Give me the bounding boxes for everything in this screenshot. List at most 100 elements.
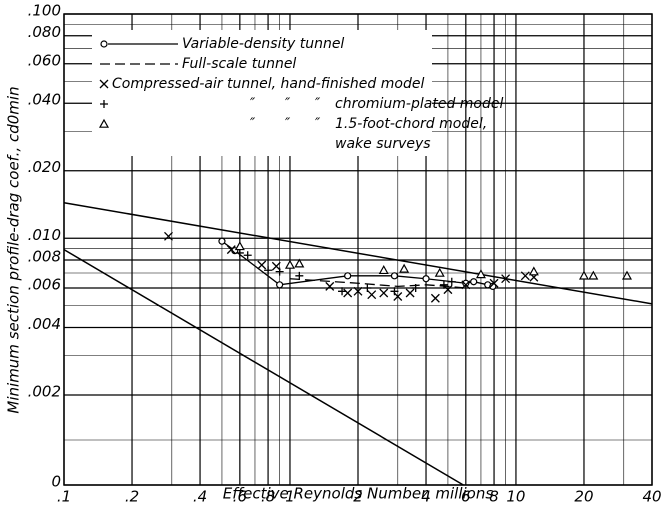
x-tick-label: .8 — [261, 488, 275, 506]
point — [363, 284, 372, 293]
point — [226, 245, 236, 255]
point — [284, 259, 295, 269]
legend-item: Compressed-air tunnel, hand-finished mod… — [112, 76, 424, 92]
point — [235, 248, 244, 257]
y-tick-label: 0 — [51, 473, 61, 491]
y-tick-label: .040 — [28, 91, 61, 109]
x-tick-label: .4 — [193, 488, 207, 506]
y-tick-label: .004 — [28, 315, 61, 333]
x-tick-label: 8 — [489, 488, 499, 506]
point — [430, 293, 440, 303]
point — [338, 287, 347, 296]
x-tick-label: 4 — [421, 488, 431, 506]
point — [489, 282, 497, 290]
reference-line — [63, 248, 464, 486]
legend-label: wake surveys — [335, 136, 431, 152]
plot-frame — [63, 13, 653, 486]
point — [294, 258, 305, 268]
point — [367, 290, 377, 300]
legend-item: ″ ″ ″ 1.5-foot-chord model, — [250, 116, 487, 132]
x-tick-label: 6 — [461, 488, 471, 506]
y-tick-label: .002 — [28, 383, 61, 401]
legend-ditto: ″ — [285, 96, 291, 112]
point — [443, 285, 453, 295]
legend-label: Full-scale tunnel — [182, 56, 296, 72]
point — [257, 260, 267, 270]
x-tick-label: 1 — [285, 488, 295, 506]
point — [378, 265, 389, 275]
point — [98, 118, 110, 128]
point — [475, 269, 486, 279]
legend-ditto: ″ — [250, 116, 256, 132]
point — [578, 270, 589, 280]
x-tick-label: 2 — [353, 488, 363, 506]
point — [271, 261, 281, 271]
y-tick-label: .080 — [28, 23, 61, 41]
legend-ditto: ″ — [315, 116, 321, 132]
point — [275, 267, 284, 276]
point — [393, 292, 403, 301]
y-tick-label: .100 — [28, 2, 61, 20]
point — [422, 275, 430, 283]
point — [461, 280, 471, 290]
legend-label: Variable-density tunnel — [182, 36, 344, 52]
legend-label: chromium-plated model — [335, 96, 503, 112]
point — [218, 237, 226, 245]
point — [234, 241, 245, 251]
point — [470, 278, 478, 286]
point — [100, 100, 108, 108]
legend-label: 1.5-foot-chord model, — [335, 116, 487, 132]
point — [390, 287, 399, 296]
y-tick-label: .008 — [28, 247, 61, 265]
x-tick-label: .2 — [125, 488, 139, 506]
point — [501, 274, 511, 284]
x-tick-label: .6 — [233, 488, 247, 506]
x-tick-label: 40 — [642, 488, 661, 506]
point — [390, 272, 399, 280]
legend-item: Variable-density tunnel — [108, 36, 344, 52]
point — [243, 251, 252, 260]
y-tick-label: .060 — [28, 51, 61, 69]
point — [99, 79, 109, 89]
point — [379, 288, 389, 298]
point — [434, 267, 445, 277]
point — [343, 288, 353, 298]
point — [164, 231, 173, 241]
point — [100, 40, 108, 48]
point — [462, 279, 470, 287]
legend-item: ″ ″ ″ chromium-plated model — [250, 96, 503, 112]
x-axis-label: Effective Reynolds Number, millions — [223, 485, 494, 503]
point — [399, 263, 410, 273]
legend-label: Compressed-air tunnel, hand-finished mod… — [112, 76, 424, 92]
legend-ditto: ″ — [285, 116, 291, 132]
x-tick-label: 10 — [506, 488, 525, 506]
point — [439, 280, 448, 289]
y-axis-label: Minimum section profile-drag coef., cd0m… — [5, 86, 23, 413]
point — [405, 288, 415, 298]
x-tick-label: .1 — [57, 488, 71, 506]
point — [621, 270, 633, 280]
point — [276, 281, 284, 289]
point — [520, 271, 530, 281]
y-tick-label: .020 — [28, 158, 61, 176]
y-tick-label: .010 — [28, 226, 61, 244]
point — [295, 271, 304, 280]
point — [528, 266, 539, 276]
x-tick-label: 20 — [574, 488, 593, 506]
series-line — [289, 278, 466, 289]
point — [588, 270, 599, 280]
series-line — [221, 240, 494, 288]
reference-line — [63, 202, 653, 305]
point — [344, 272, 352, 280]
point — [447, 277, 456, 286]
point — [353, 286, 363, 296]
legend-item: wake surveys — [335, 136, 431, 152]
legend-box — [92, 30, 432, 156]
legend-ditto: ″ — [315, 96, 321, 112]
point — [411, 284, 420, 293]
point — [489, 278, 499, 288]
legend-ditto: ″ — [250, 96, 256, 112]
point — [264, 266, 273, 275]
legend-item: Full-scale tunnel — [100, 56, 296, 72]
